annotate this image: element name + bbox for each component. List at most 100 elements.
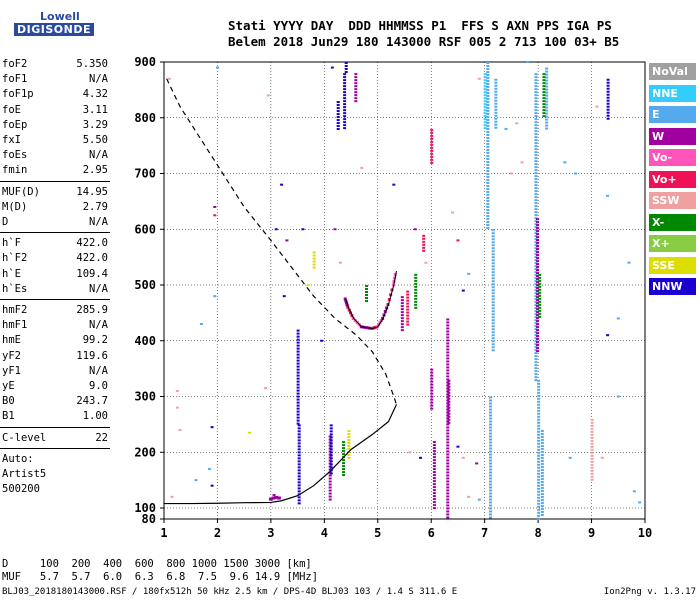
- echo-mark: [329, 463, 333, 466]
- echo-mark: [534, 106, 538, 109]
- echo-mark: [406, 311, 410, 314]
- echo-mark: [537, 502, 541, 505]
- echo-mark: [446, 411, 450, 414]
- echo-mark: [534, 166, 538, 169]
- echo-mark: [540, 447, 544, 450]
- echo-mark: [536, 299, 540, 302]
- echo-mark: [336, 125, 340, 128]
- echo-mark: [447, 385, 451, 388]
- param-separator: [0, 232, 110, 234]
- echo-mark: [545, 100, 549, 103]
- echo-mark: [483, 121, 487, 124]
- echo-mark: [545, 70, 549, 73]
- echo-mark: [489, 396, 493, 399]
- echo-mark: [491, 328, 495, 331]
- echo-point: [475, 462, 479, 465]
- echo-mark: [537, 415, 541, 418]
- echo-mark: [483, 115, 487, 118]
- echo-mark: [447, 412, 451, 415]
- echo-mark: [534, 109, 538, 112]
- param-name: h`F2: [2, 252, 28, 265]
- echo-mark: [365, 288, 369, 290]
- echo-mark: [432, 504, 436, 507]
- echo-mark: [446, 369, 450, 372]
- legend-item-x: X-: [649, 213, 696, 231]
- echo-point: [509, 172, 513, 175]
- echo-mark: [537, 403, 541, 406]
- echo-mark: [534, 118, 538, 121]
- echo-mark: [354, 85, 358, 88]
- echo-mark: [606, 108, 610, 111]
- echo-mark: [537, 460, 541, 463]
- echo-mark: [406, 299, 410, 302]
- echo-mark: [491, 253, 495, 256]
- echo-mark: [446, 432, 450, 435]
- echo-mark: [483, 91, 487, 94]
- echo-mark: [540, 441, 544, 444]
- echo-mark: [446, 351, 450, 354]
- echo-mark: [537, 511, 541, 514]
- echo-mark: [447, 379, 451, 382]
- param-name: foF1p: [2, 88, 34, 101]
- echo-mark: [354, 73, 358, 76]
- param-separator: [0, 426, 110, 428]
- y-tick-label: 800: [134, 111, 156, 125]
- e-trace-point: [268, 497, 273, 501]
- echo-mark: [446, 510, 450, 513]
- echo-mark: [536, 290, 540, 293]
- echo-mark: [432, 447, 436, 450]
- echo-mark: [430, 395, 434, 398]
- echo-mark: [343, 88, 347, 91]
- echo-mark: [590, 448, 594, 451]
- param-value: 22: [95, 431, 108, 444]
- echo-point: [461, 456, 465, 459]
- echo-mark: [538, 309, 542, 312]
- param-row-b0: B0 243.7: [2, 395, 108, 408]
- echo-mark: [494, 111, 498, 114]
- param-value: 422.0: [76, 237, 108, 250]
- echo-mark: [446, 321, 450, 324]
- echo-mark: [432, 474, 436, 477]
- echo-mark: [296, 368, 300, 371]
- echo-mark: [430, 149, 434, 152]
- echo-mark: [486, 176, 490, 178]
- echo-mark: [494, 81, 498, 84]
- echo-mark: [491, 337, 495, 340]
- echo-mark: [491, 247, 495, 250]
- echo-mark: [446, 414, 450, 417]
- echo-mark: [534, 331, 538, 334]
- echo-mark: [296, 332, 300, 335]
- x-tick-label: 5: [374, 526, 381, 540]
- echo-mark: [343, 85, 347, 88]
- echo-mark: [312, 263, 316, 266]
- echo-mark: [486, 203, 490, 205]
- echo-point: [248, 431, 252, 434]
- echo-point: [175, 406, 179, 409]
- echo-mark: [414, 294, 418, 297]
- echo-mark: [606, 81, 610, 84]
- echo-mark: [489, 468, 493, 471]
- echo-mark: [486, 221, 490, 223]
- echo-mark: [534, 256, 538, 259]
- echo-mark: [296, 389, 300, 392]
- param-name: D: [2, 216, 9, 228]
- echo-mark: [296, 386, 300, 389]
- echo-mark: [545, 109, 549, 112]
- echo-mark: [343, 109, 347, 112]
- echo-mark: [329, 466, 333, 469]
- echo-mark: [590, 475, 594, 478]
- echo-mark: [296, 404, 300, 407]
- echo-mark: [483, 88, 487, 91]
- echo-mark: [534, 223, 538, 226]
- echo-mark: [534, 271, 538, 274]
- echo-mark: [342, 453, 346, 456]
- echo-mark: [365, 291, 369, 293]
- echo-mark: [486, 179, 490, 181]
- echo-mark: [590, 436, 594, 439]
- echo-point: [330, 66, 334, 69]
- echo-mark: [536, 341, 540, 344]
- echo-mark: [534, 340, 538, 343]
- echo-mark: [537, 469, 541, 472]
- echo-mark: [494, 126, 498, 129]
- echo-point: [606, 334, 610, 337]
